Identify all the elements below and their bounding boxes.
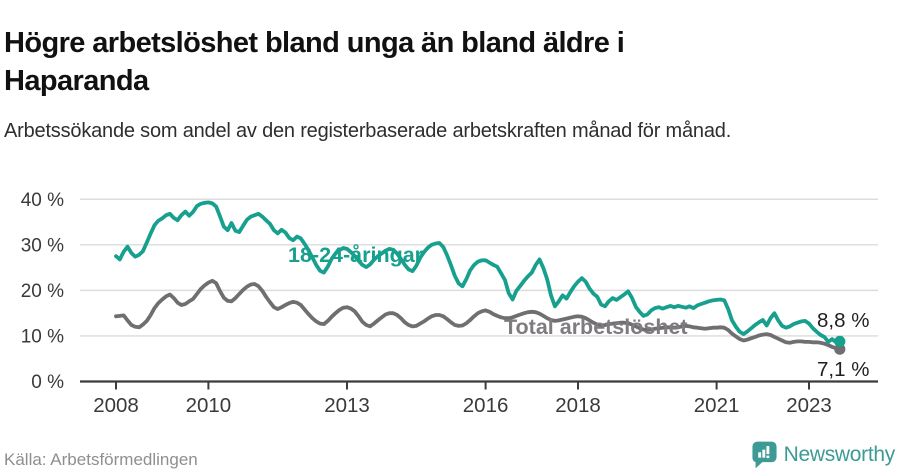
chart-plot-area: 0 % 10 % 20 % 30 % 40 % 2008 2010 2013 2016 2018 2… bbox=[21, 190, 878, 417]
x-axis-tick-label: 2013 bbox=[324, 394, 370, 417]
x-axis-tick-label: 2018 bbox=[555, 394, 601, 417]
series-end-dot-young bbox=[834, 335, 846, 348]
x-axis-tick-label: 2008 bbox=[93, 394, 139, 417]
y-axis-tick-label: 30 % bbox=[21, 235, 64, 256]
x-axis-tick-label: 2016 bbox=[463, 394, 509, 417]
newsworthy-logo-icon bbox=[752, 441, 777, 469]
chart-title: Högre arbetslöshet bland unga än bland ä… bbox=[4, 27, 625, 98]
source-note: Källa: Arbetsförmedlingen bbox=[4, 450, 198, 469]
end-value-label-young: 8,8 % bbox=[817, 309, 869, 332]
series-end-dot-total bbox=[834, 343, 846, 355]
end-value-label-total: 7,1 % bbox=[817, 358, 869, 381]
x-axis-tick-label: 2010 bbox=[186, 394, 232, 417]
x-axis-tick-label: 2021 bbox=[694, 394, 740, 417]
y-axis-tick-label: 10 % bbox=[21, 326, 64, 347]
newsworthy-wordmark: Newsworthy bbox=[783, 443, 896, 466]
series-line-total bbox=[114, 278, 842, 352]
newsworthy-brand: Newsworthy bbox=[752, 441, 895, 469]
chart-subtitle: Arbetssökande som andel av den registerb… bbox=[4, 120, 732, 142]
series-line-young bbox=[114, 200, 842, 345]
y-axis-tick-label: 20 % bbox=[21, 281, 64, 302]
y-axis-tick-label: 0 % bbox=[31, 372, 64, 393]
series-label-young: 18-24-åringar bbox=[288, 243, 424, 267]
series-label-total: Total arbetslöshet bbox=[504, 315, 688, 339]
y-axis-tick-label: 40 % bbox=[21, 190, 64, 211]
x-axis-tick-label: 2023 bbox=[786, 394, 832, 417]
